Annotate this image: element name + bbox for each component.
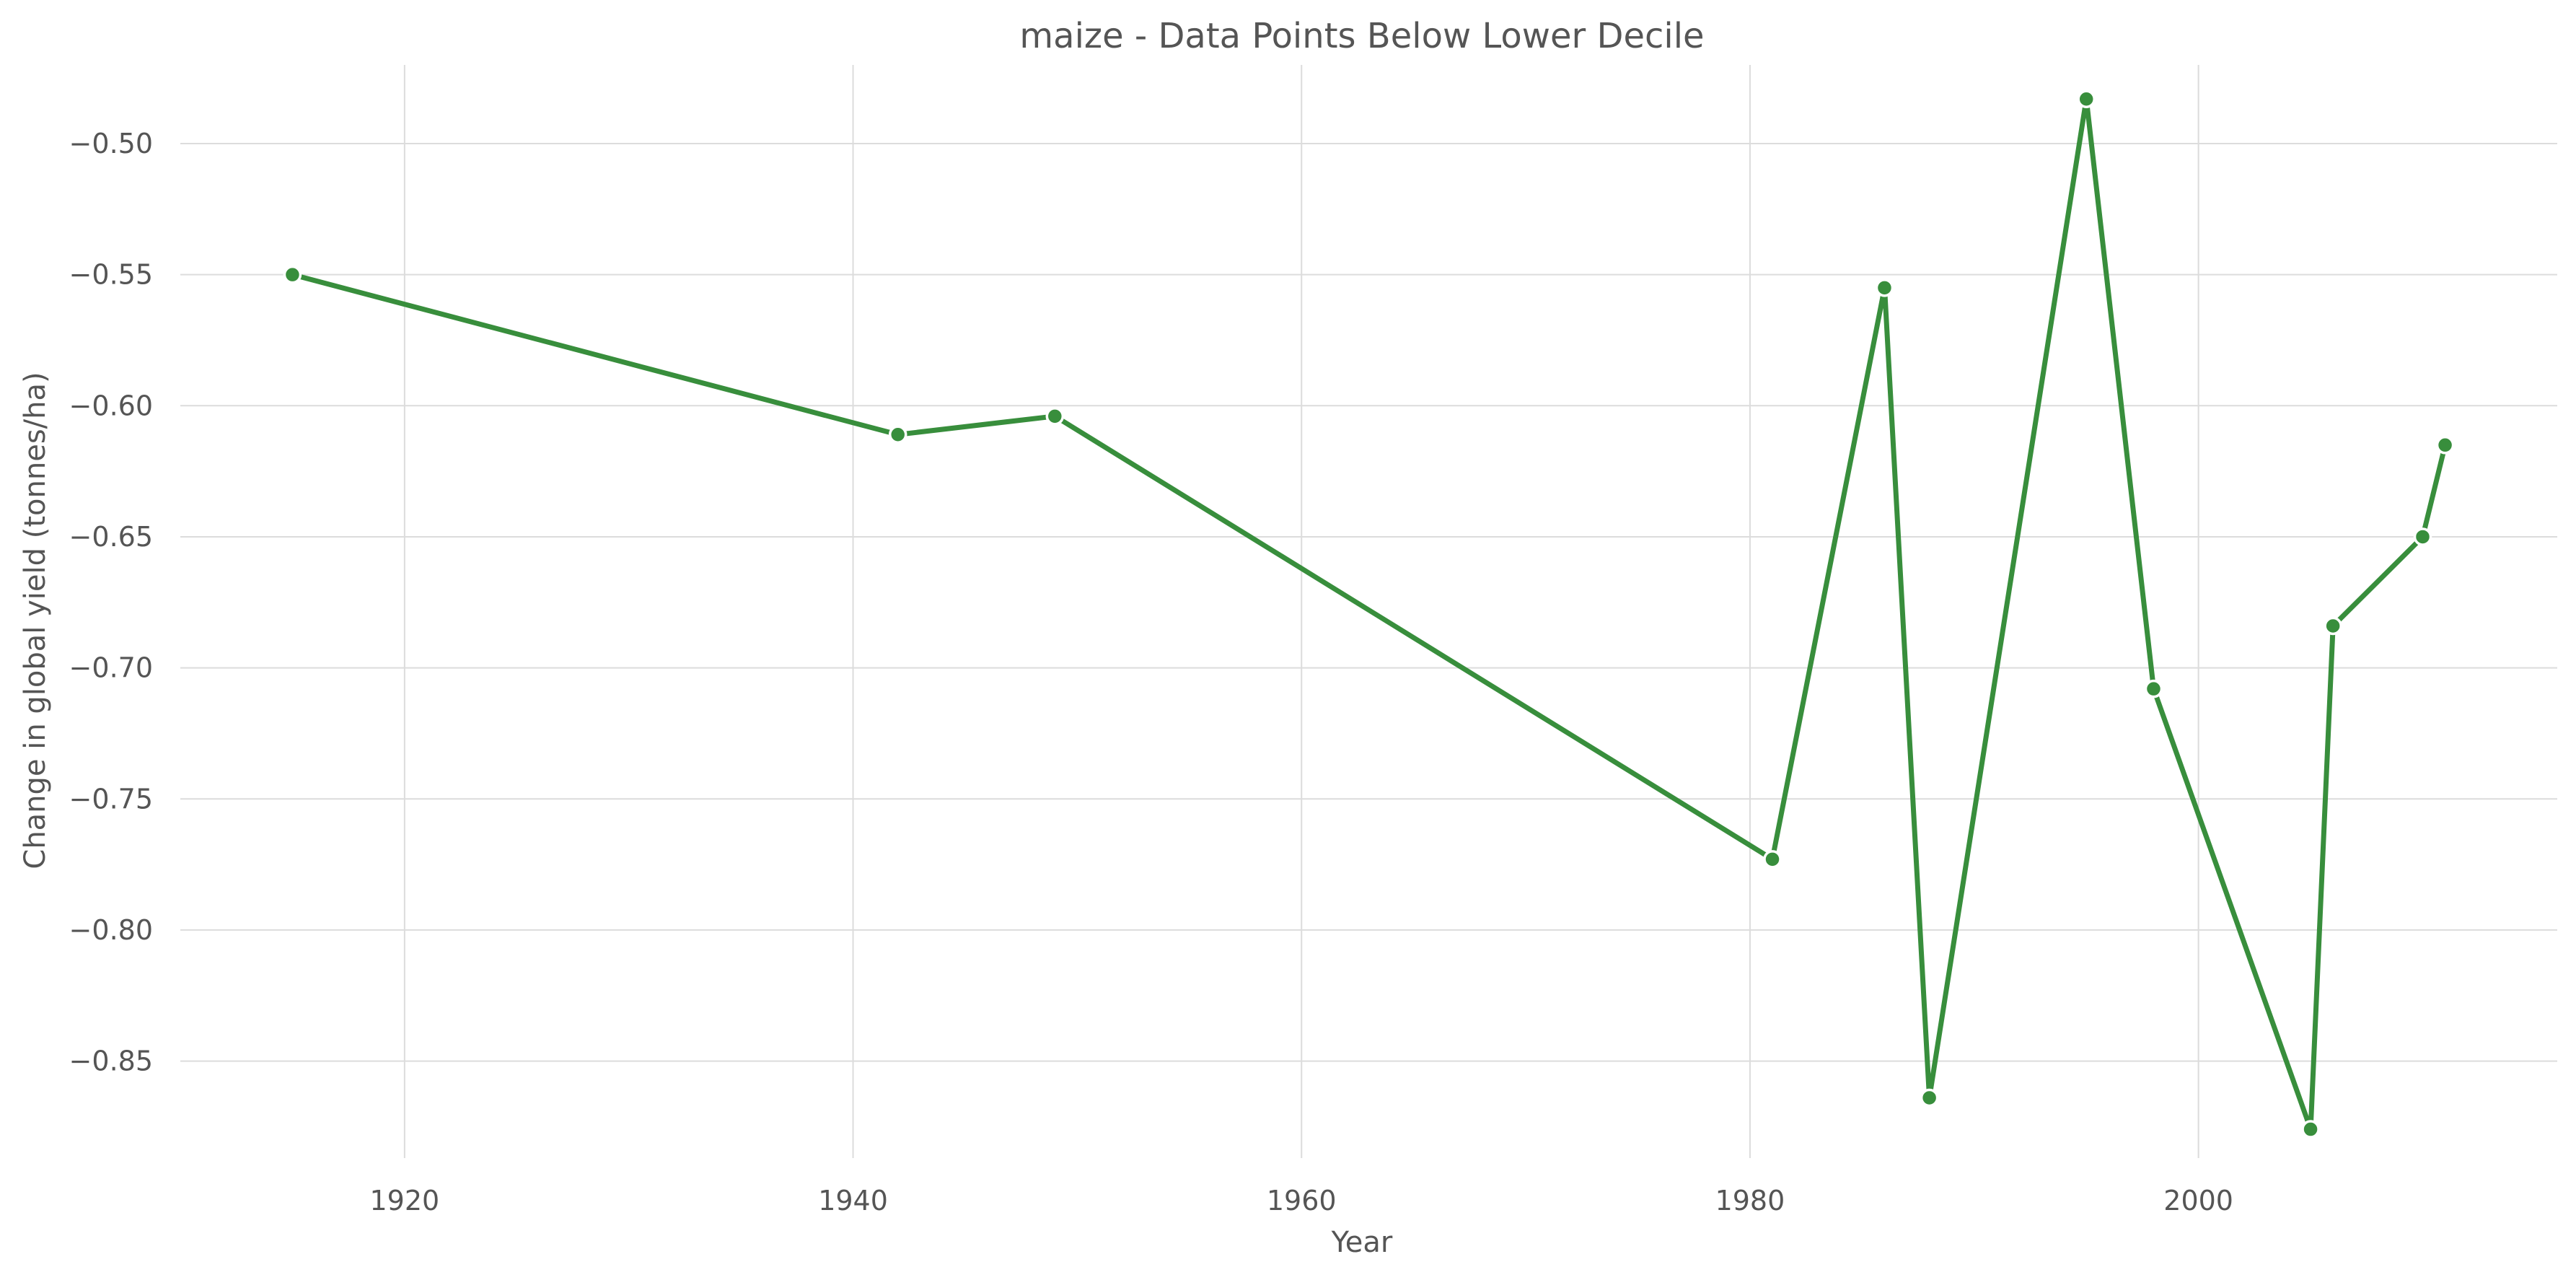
data-point: [1763, 850, 1782, 869]
x-axis-ticks: 1920 1940 1960 1980 2000: [369, 1185, 2233, 1217]
data-point: [1045, 407, 1065, 426]
data-point: [2435, 436, 2455, 455]
y-tick-label: −0.80: [69, 914, 153, 946]
data-point: [1875, 279, 1894, 297]
y-tick-label: −0.65: [69, 521, 153, 553]
y-tick-label: −0.70: [69, 652, 153, 684]
x-tick-label: 1980: [1715, 1185, 1785, 1217]
grid: [180, 65, 2557, 1158]
y-axis-title: Change in global yield (tonnes/ha): [19, 372, 52, 869]
y-axis-ticks: −0.50 −0.55 −0.60 −0.65 −0.70 −0.75 −0.80 −0.85: [69, 128, 153, 1077]
x-tick-label: 1920: [369, 1185, 439, 1217]
data-point: [283, 265, 302, 284]
y-tick-label: −0.60: [69, 390, 153, 421]
data-point: [2324, 616, 2342, 636]
y-tick-label: −0.50: [69, 128, 153, 159]
series-line-layer: [289, 96, 2448, 1132]
y-tick-label: −0.75: [69, 783, 153, 815]
y-tick-label: −0.55: [69, 259, 153, 291]
data-points: [283, 89, 2455, 1139]
data-point: [2144, 679, 2163, 698]
x-tick-label: 2000: [2163, 1185, 2233, 1217]
data-point: [2301, 1120, 2320, 1139]
data-point: [1920, 1088, 1939, 1108]
y-tick-label: −0.85: [69, 1046, 153, 1077]
data-point: [2077, 89, 2096, 108]
x-tick-label: 1940: [818, 1185, 888, 1217]
data-point: [2413, 527, 2432, 546]
x-axis-title: Year: [1331, 1226, 1393, 1259]
series-line: [289, 96, 2448, 1132]
x-tick-label: 1960: [1267, 1185, 1337, 1217]
data-point: [888, 425, 907, 444]
chart-title: maize - Data Points Below Lower Decile: [1019, 16, 1704, 56]
